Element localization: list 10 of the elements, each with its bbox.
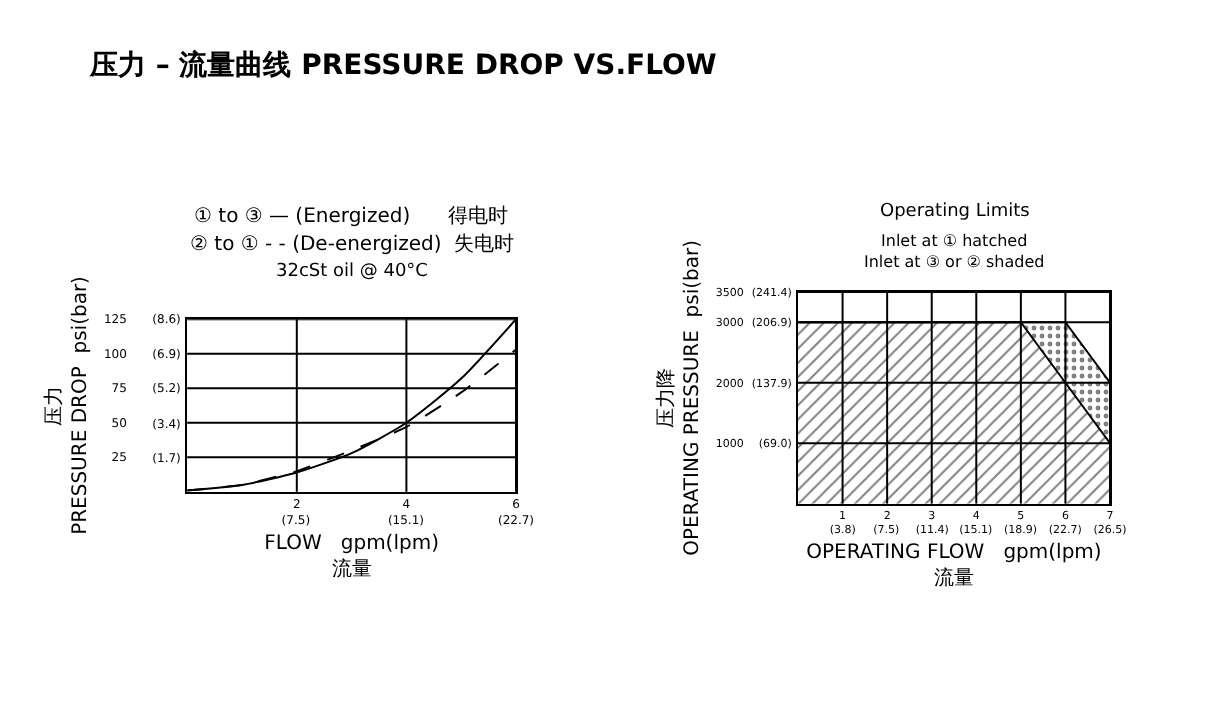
chart-subtitle: Inlet at ① hatched Inlet at ③ or ② shaded <box>864 232 1045 271</box>
chart-title: Operating Limits <box>880 202 1031 222</box>
x-axis-title: OPERATING FLOW gpm(lpm) 流量 <box>806 541 1102 590</box>
y-axis-title: 压力降 OPERATING PRESSURE psi(bar) <box>653 239 704 556</box>
y-axis-title: 压力 PRESSURE DROP psi(bar) <box>41 275 92 535</box>
text: ① to ③ — (Energized) 得电时 <box>194 204 509 228</box>
chart-title: 压力 – 流量曲线 PRESSURE DROP VS.FLOW <box>88 48 717 82</box>
text: ② to ① - - (De-energized) 失电时 <box>190 232 515 256</box>
x-axis-title: FLOW gpm(lpm) 流量 <box>264 533 440 582</box>
text: 32cSt oil @ 40°C <box>276 262 428 282</box>
